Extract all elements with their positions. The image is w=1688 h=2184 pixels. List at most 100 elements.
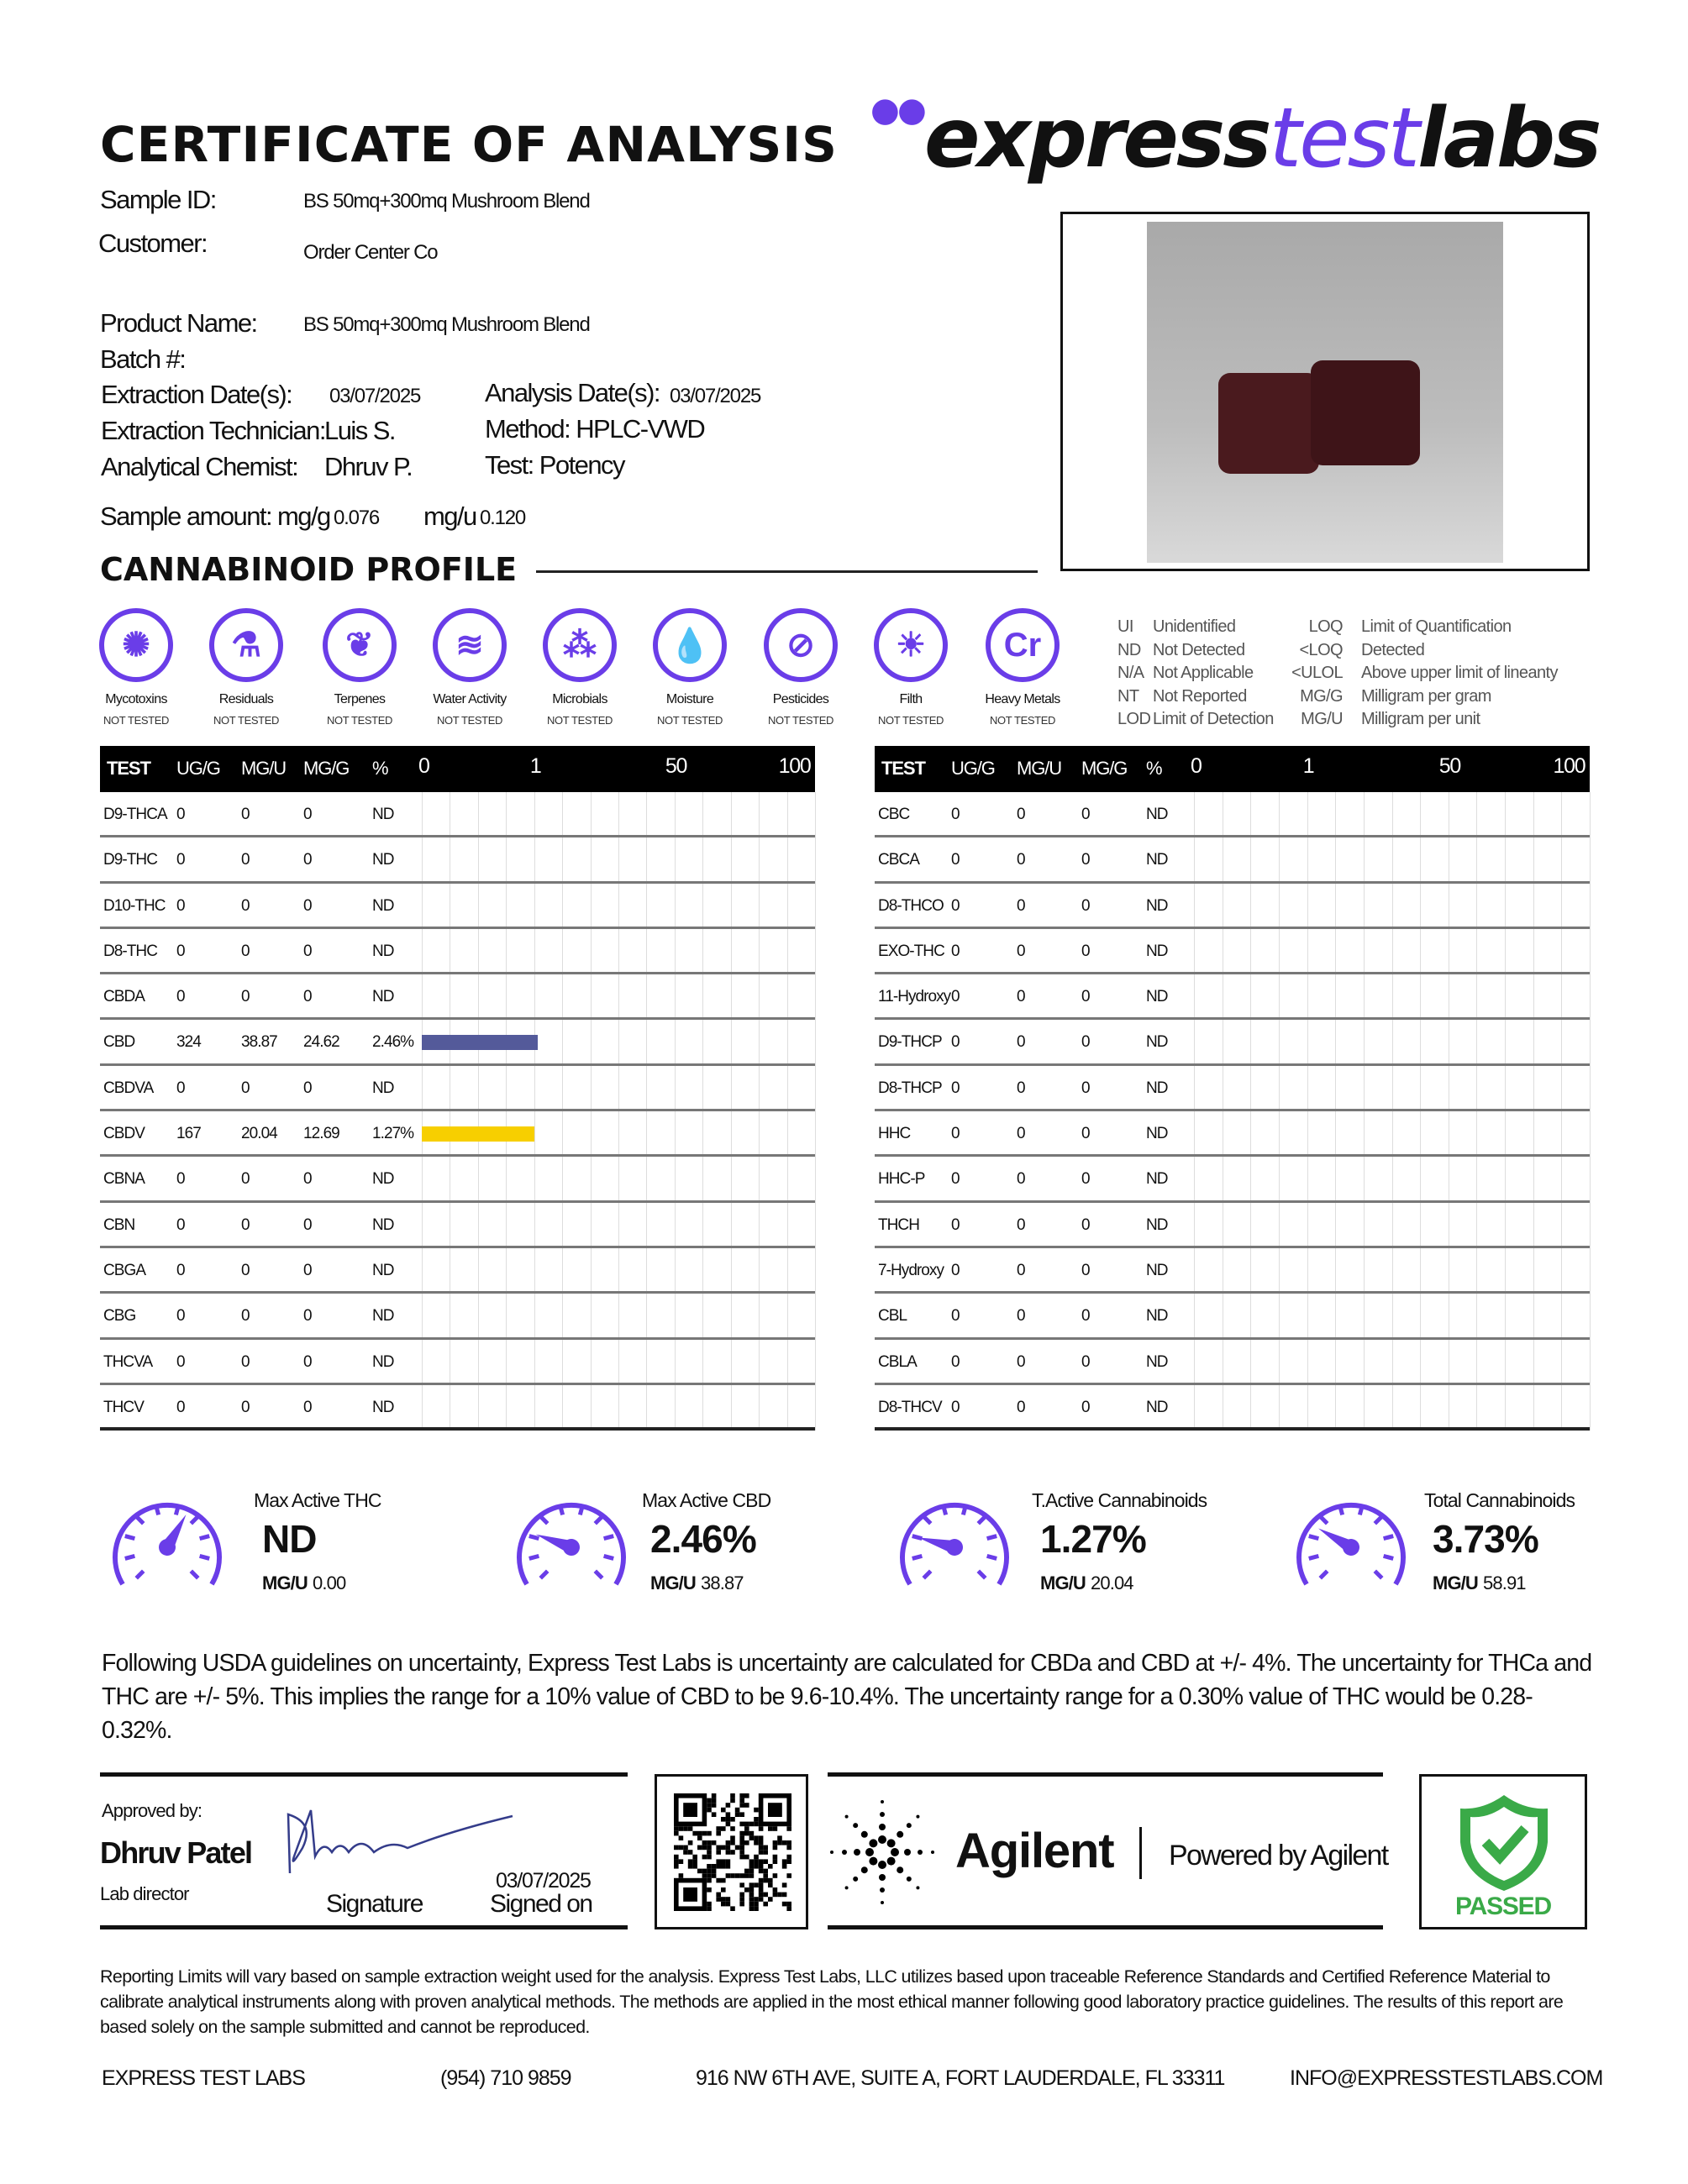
gridline xyxy=(1505,792,1507,1431)
email-link[interactable]: INFO@EXPRESSTESTLABS.COM xyxy=(1290,2066,1603,2090)
gridline xyxy=(1278,792,1280,1431)
cell: ND xyxy=(372,851,394,869)
gridline xyxy=(618,792,619,1431)
divider xyxy=(828,1772,1383,1777)
test-label: Water Activity xyxy=(433,692,507,706)
cell: 0 xyxy=(951,1398,960,1416)
gridline xyxy=(759,792,760,1431)
cell: 0 xyxy=(241,988,250,1006)
product-photo xyxy=(1060,212,1590,571)
test-label: Mycotoxins xyxy=(105,692,167,706)
gridline xyxy=(477,792,479,1431)
scale-tick: 100 xyxy=(1553,754,1585,778)
summary-label: Total Cannabinoids xyxy=(1424,1489,1575,1511)
cell: 0 xyxy=(241,1215,250,1234)
test-water-activity: ≋ Water Activity NOT TESTED xyxy=(415,608,524,727)
table-row: D8-THCP 0 0 0 ND xyxy=(875,1066,1590,1112)
powered-by: Powered by Agilent xyxy=(1169,1840,1389,1872)
scale-tick: 1 xyxy=(1302,754,1315,778)
cell: ND xyxy=(372,1398,394,1416)
cell: ND xyxy=(1146,1261,1168,1279)
gridline xyxy=(815,792,816,1431)
cell: 0 xyxy=(1081,896,1091,915)
gridline xyxy=(534,792,535,1431)
cell: 0 xyxy=(241,942,250,960)
cell: ND xyxy=(372,1079,394,1097)
chemist: Dhruv P. xyxy=(324,452,413,481)
agilent-logo: Agilent xyxy=(955,1824,1115,1878)
cell: 0 xyxy=(303,1215,313,1234)
signature-label: Signature xyxy=(326,1890,423,1918)
cell: 0 xyxy=(241,1261,250,1279)
test-status: NOT TESTED xyxy=(327,714,392,727)
cell: ND xyxy=(1146,942,1168,960)
cell: 20.04 xyxy=(241,1125,278,1143)
scale-tick: 100 xyxy=(778,754,812,778)
sample-id-label: Sample ID: xyxy=(100,185,217,214)
legend-key: <ULOL xyxy=(1291,664,1344,682)
company-name: EXPRESS TEST LABS xyxy=(102,2066,306,2090)
cell: ND xyxy=(1146,851,1168,869)
waves-icon: ≋ xyxy=(433,608,507,682)
cell: 0 xyxy=(303,806,313,823)
gridline xyxy=(1420,792,1422,1431)
cell: 324 xyxy=(176,1033,202,1052)
summary-value: 1.27% xyxy=(1040,1517,1147,1561)
cell: 0 xyxy=(176,988,186,1006)
cell: 0 xyxy=(241,1079,250,1097)
gridline xyxy=(1391,792,1393,1431)
cell: ND xyxy=(1146,1215,1168,1234)
extraction-date-label: Extraction Date(s): xyxy=(101,380,293,409)
signature-image xyxy=(287,1809,513,1874)
mgu-value: 0.120 xyxy=(480,507,526,529)
legend-key: NT xyxy=(1117,686,1139,706)
scale-tick: 50 xyxy=(665,754,688,778)
droplets-icon: 💧 xyxy=(653,608,727,682)
cell: 0 xyxy=(241,1170,250,1189)
gridline xyxy=(590,792,592,1431)
cell: 0 xyxy=(241,1398,250,1416)
mgg-label: mg/g xyxy=(277,501,331,531)
legend-key: LOD xyxy=(1117,710,1151,728)
test-status: NOT TESTED xyxy=(768,714,833,727)
qr-code[interactable] xyxy=(655,1774,808,1929)
table-row: CBN 0 0 0 ND xyxy=(100,1203,815,1248)
cell: CBDVA xyxy=(103,1079,154,1097)
table-row: D10-THC 0 0 0 ND xyxy=(100,884,815,929)
summary-value: 2.46% xyxy=(650,1517,757,1561)
cell: 0 xyxy=(1017,1215,1026,1234)
cell: D8-THCP xyxy=(878,1079,943,1097)
cell: D8-THC xyxy=(103,942,158,960)
table-row: HHC-P 0 0 0 ND xyxy=(875,1157,1590,1203)
cell: 0 xyxy=(241,851,250,869)
divider xyxy=(828,1925,1383,1929)
cell: 0 xyxy=(1081,1079,1091,1097)
mgu-label: mg/u xyxy=(423,501,477,531)
cell: ND xyxy=(1146,896,1168,915)
legend-key: LOQ xyxy=(1308,617,1344,636)
signed-date: 03/07/2025 xyxy=(496,1869,592,1893)
gridline xyxy=(1250,792,1252,1431)
test-status: NOT TESTED xyxy=(213,714,279,727)
bar-cbd xyxy=(422,1035,538,1051)
cell: 0 xyxy=(1017,1125,1026,1143)
table-row: HHC 0 0 0 ND xyxy=(875,1111,1590,1158)
cell: 11-Hydroxy xyxy=(878,988,951,1006)
chemist-label: Analytical Chemist: xyxy=(101,452,299,481)
table-row: D8-THC 0 0 0 ND xyxy=(100,929,815,975)
cell: CBLA xyxy=(878,1352,918,1371)
test-label: Pesticides xyxy=(772,692,829,706)
legend-value: Above upper limit of lineanty xyxy=(1361,664,1558,682)
legend-key: MG/G xyxy=(1300,686,1344,706)
virus-icon: ✺ xyxy=(99,608,173,682)
leaf-icon: ❦ xyxy=(323,608,397,682)
summary-mgu: 20.04 xyxy=(1091,1572,1134,1593)
summary-mgu: 38.87 xyxy=(701,1572,744,1593)
summary-mgu: 58.91 xyxy=(1483,1572,1527,1593)
table-header: TEST UG/G MG/U MG/G% 0 1 50 100 xyxy=(875,746,1590,792)
gridline xyxy=(786,792,788,1431)
cell: 0 xyxy=(303,1307,313,1326)
gridline xyxy=(702,792,704,1431)
cell: 0 xyxy=(1081,1215,1091,1234)
method: Method: HPLC-VWD xyxy=(485,414,706,444)
